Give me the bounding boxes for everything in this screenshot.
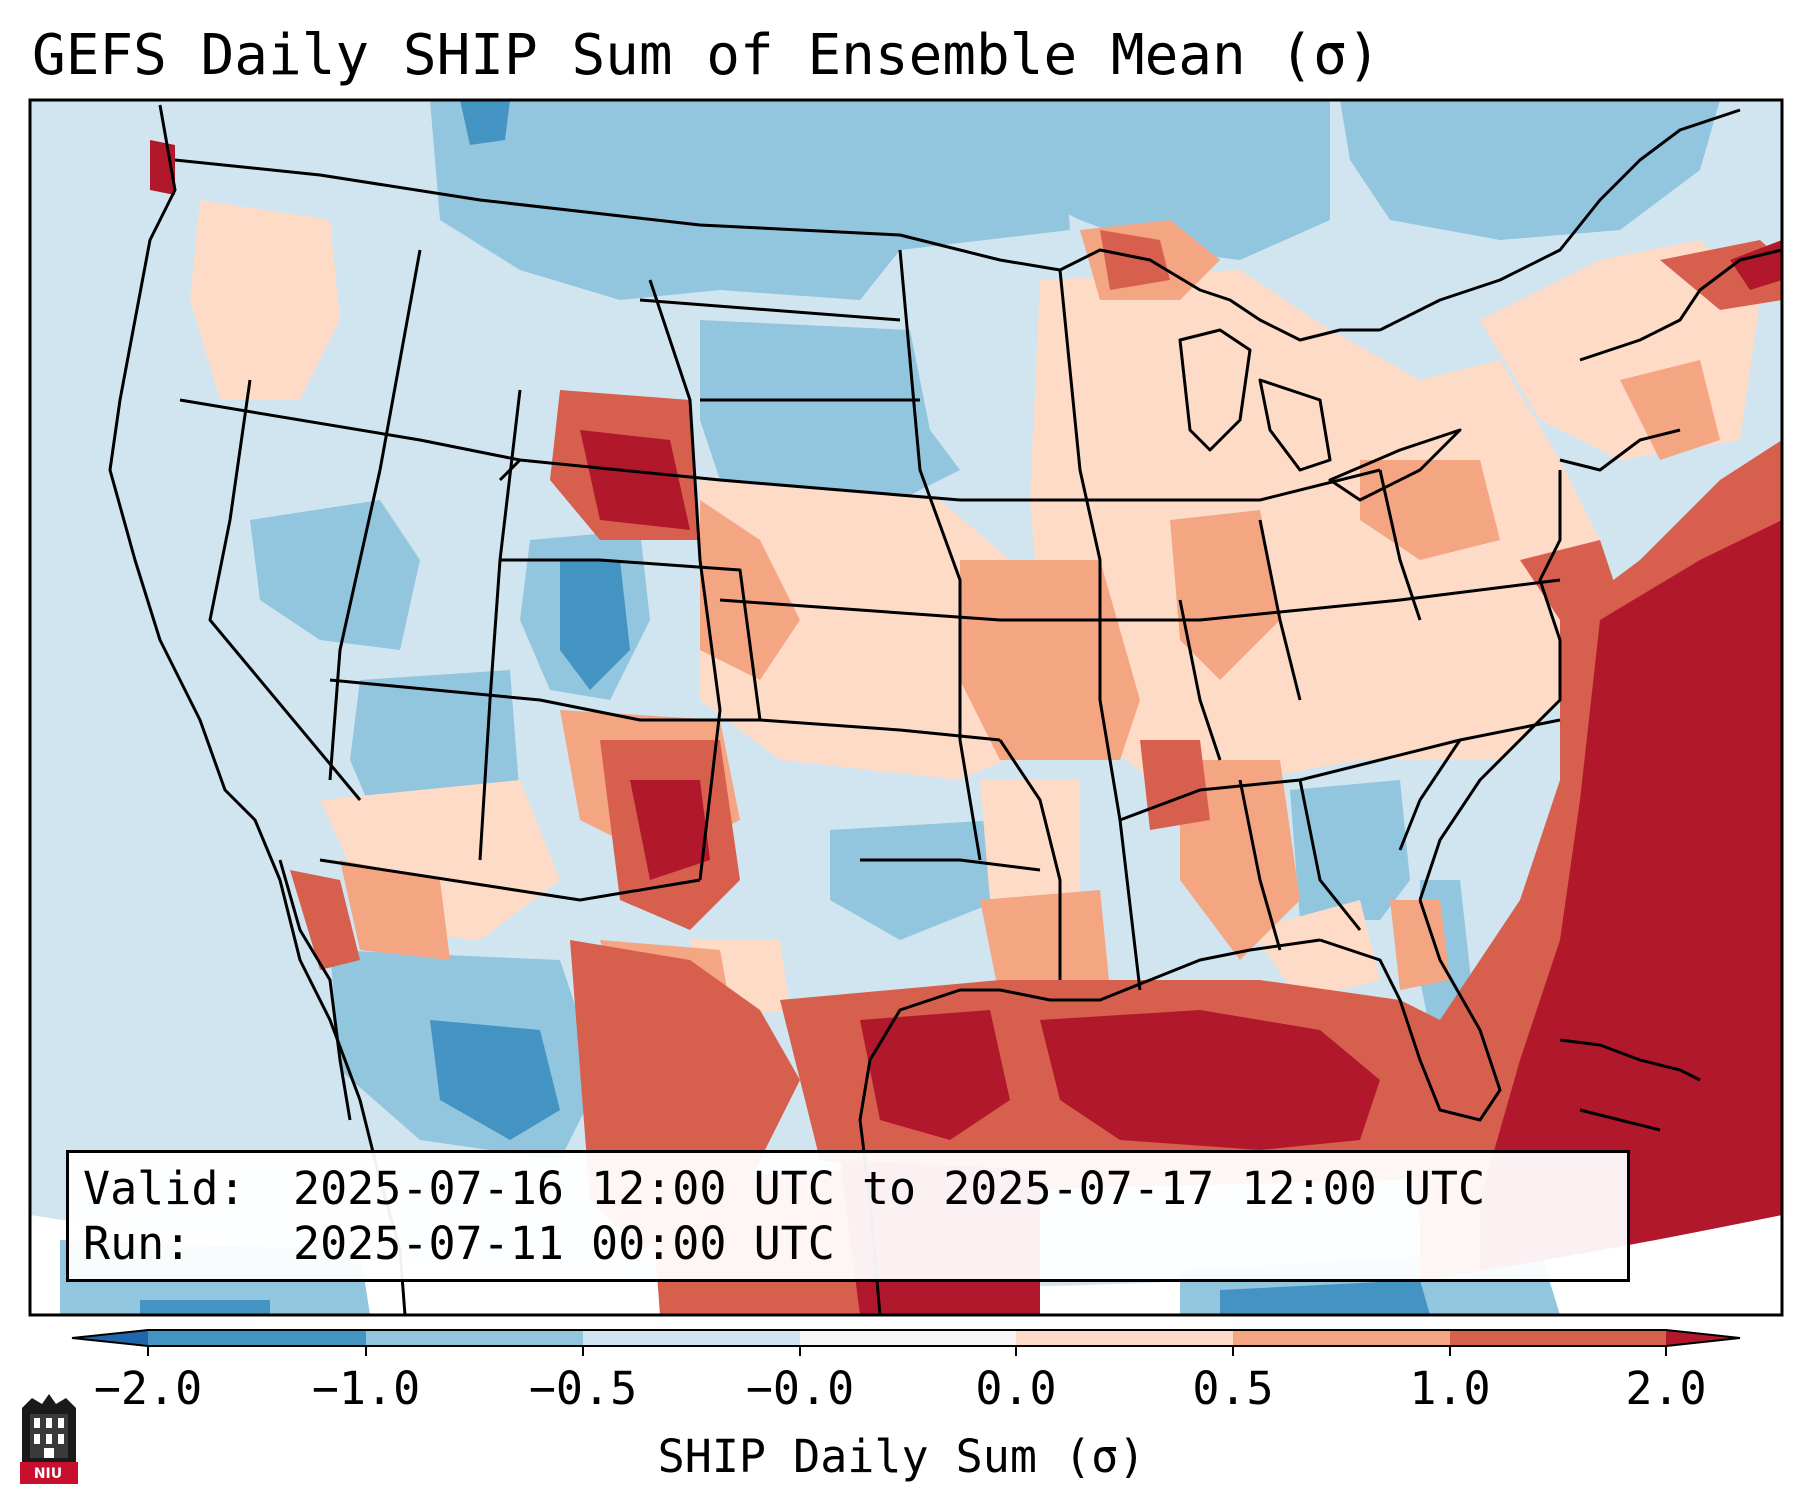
colorbar-tick-label: −0.5 [528, 1362, 638, 1415]
colorbar-bin [800, 1330, 1016, 1346]
valid-time-row: Valid: 2025-07-16 12:00 UTC to 2025-07-17… [83, 1161, 1613, 1216]
colorbar-bin [1450, 1330, 1666, 1346]
colorbar-tick-label: 0.5 [1192, 1362, 1274, 1415]
colorbar-tick-label: 2.0 [1625, 1362, 1707, 1415]
colorbar-label: SHIP Daily Sum (σ) [657, 1430, 1146, 1483]
run-time: 2025-07-11 00:00 UTC [293, 1217, 835, 1270]
colorbar-ticks [147, 1346, 1667, 1356]
colorbar-tick-label: −0.0 [745, 1362, 855, 1415]
colorbar-tick-label: 0.0 [975, 1362, 1057, 1415]
page-title: GEFS Daily SHIP Sum of Ensemble Mean (σ) [32, 23, 1381, 88]
colorbar-bin [72, 1330, 148, 1346]
colorbar-bin [583, 1330, 800, 1346]
colorbar-tick-label: −2.0 [93, 1362, 203, 1415]
logo-text: NIU [33, 1466, 63, 1482]
coastlines-and-borders [108, 104, 1782, 1315]
colorbar-bin [148, 1330, 366, 1346]
run-label: Run: [83, 1217, 192, 1270]
strong-negative-anomaly-regions [140, 100, 1430, 1315]
colorbar-bins [71, 1329, 1741, 1347]
negative-anomaly-regions [60, 100, 1720, 1315]
niu-logo-icon [20, 1394, 78, 1484]
colorbar-tick-label: 1.0 [1409, 1362, 1491, 1415]
weak-positive-regions [190, 200, 1760, 1020]
run-time-row: Run: 2025-07-11 00:00 UTC [83, 1216, 1613, 1271]
validity-info-box: Valid: 2025-07-16 12:00 UTC to 2025-07-17… [66, 1150, 1630, 1282]
colorbar-bin [366, 1330, 583, 1346]
valid-label: Valid: [83, 1162, 246, 1215]
colorbar-bin [1016, 1330, 1233, 1346]
map-frame [28, 98, 1784, 1317]
colorbar-tick-label: −1.0 [311, 1362, 421, 1415]
colorbar-bin [1233, 1330, 1450, 1346]
colorbar-bin [1666, 1330, 1740, 1346]
valid-time: 2025-07-16 12:00 UTC to 2025-07-17 12:00… [293, 1162, 1486, 1215]
